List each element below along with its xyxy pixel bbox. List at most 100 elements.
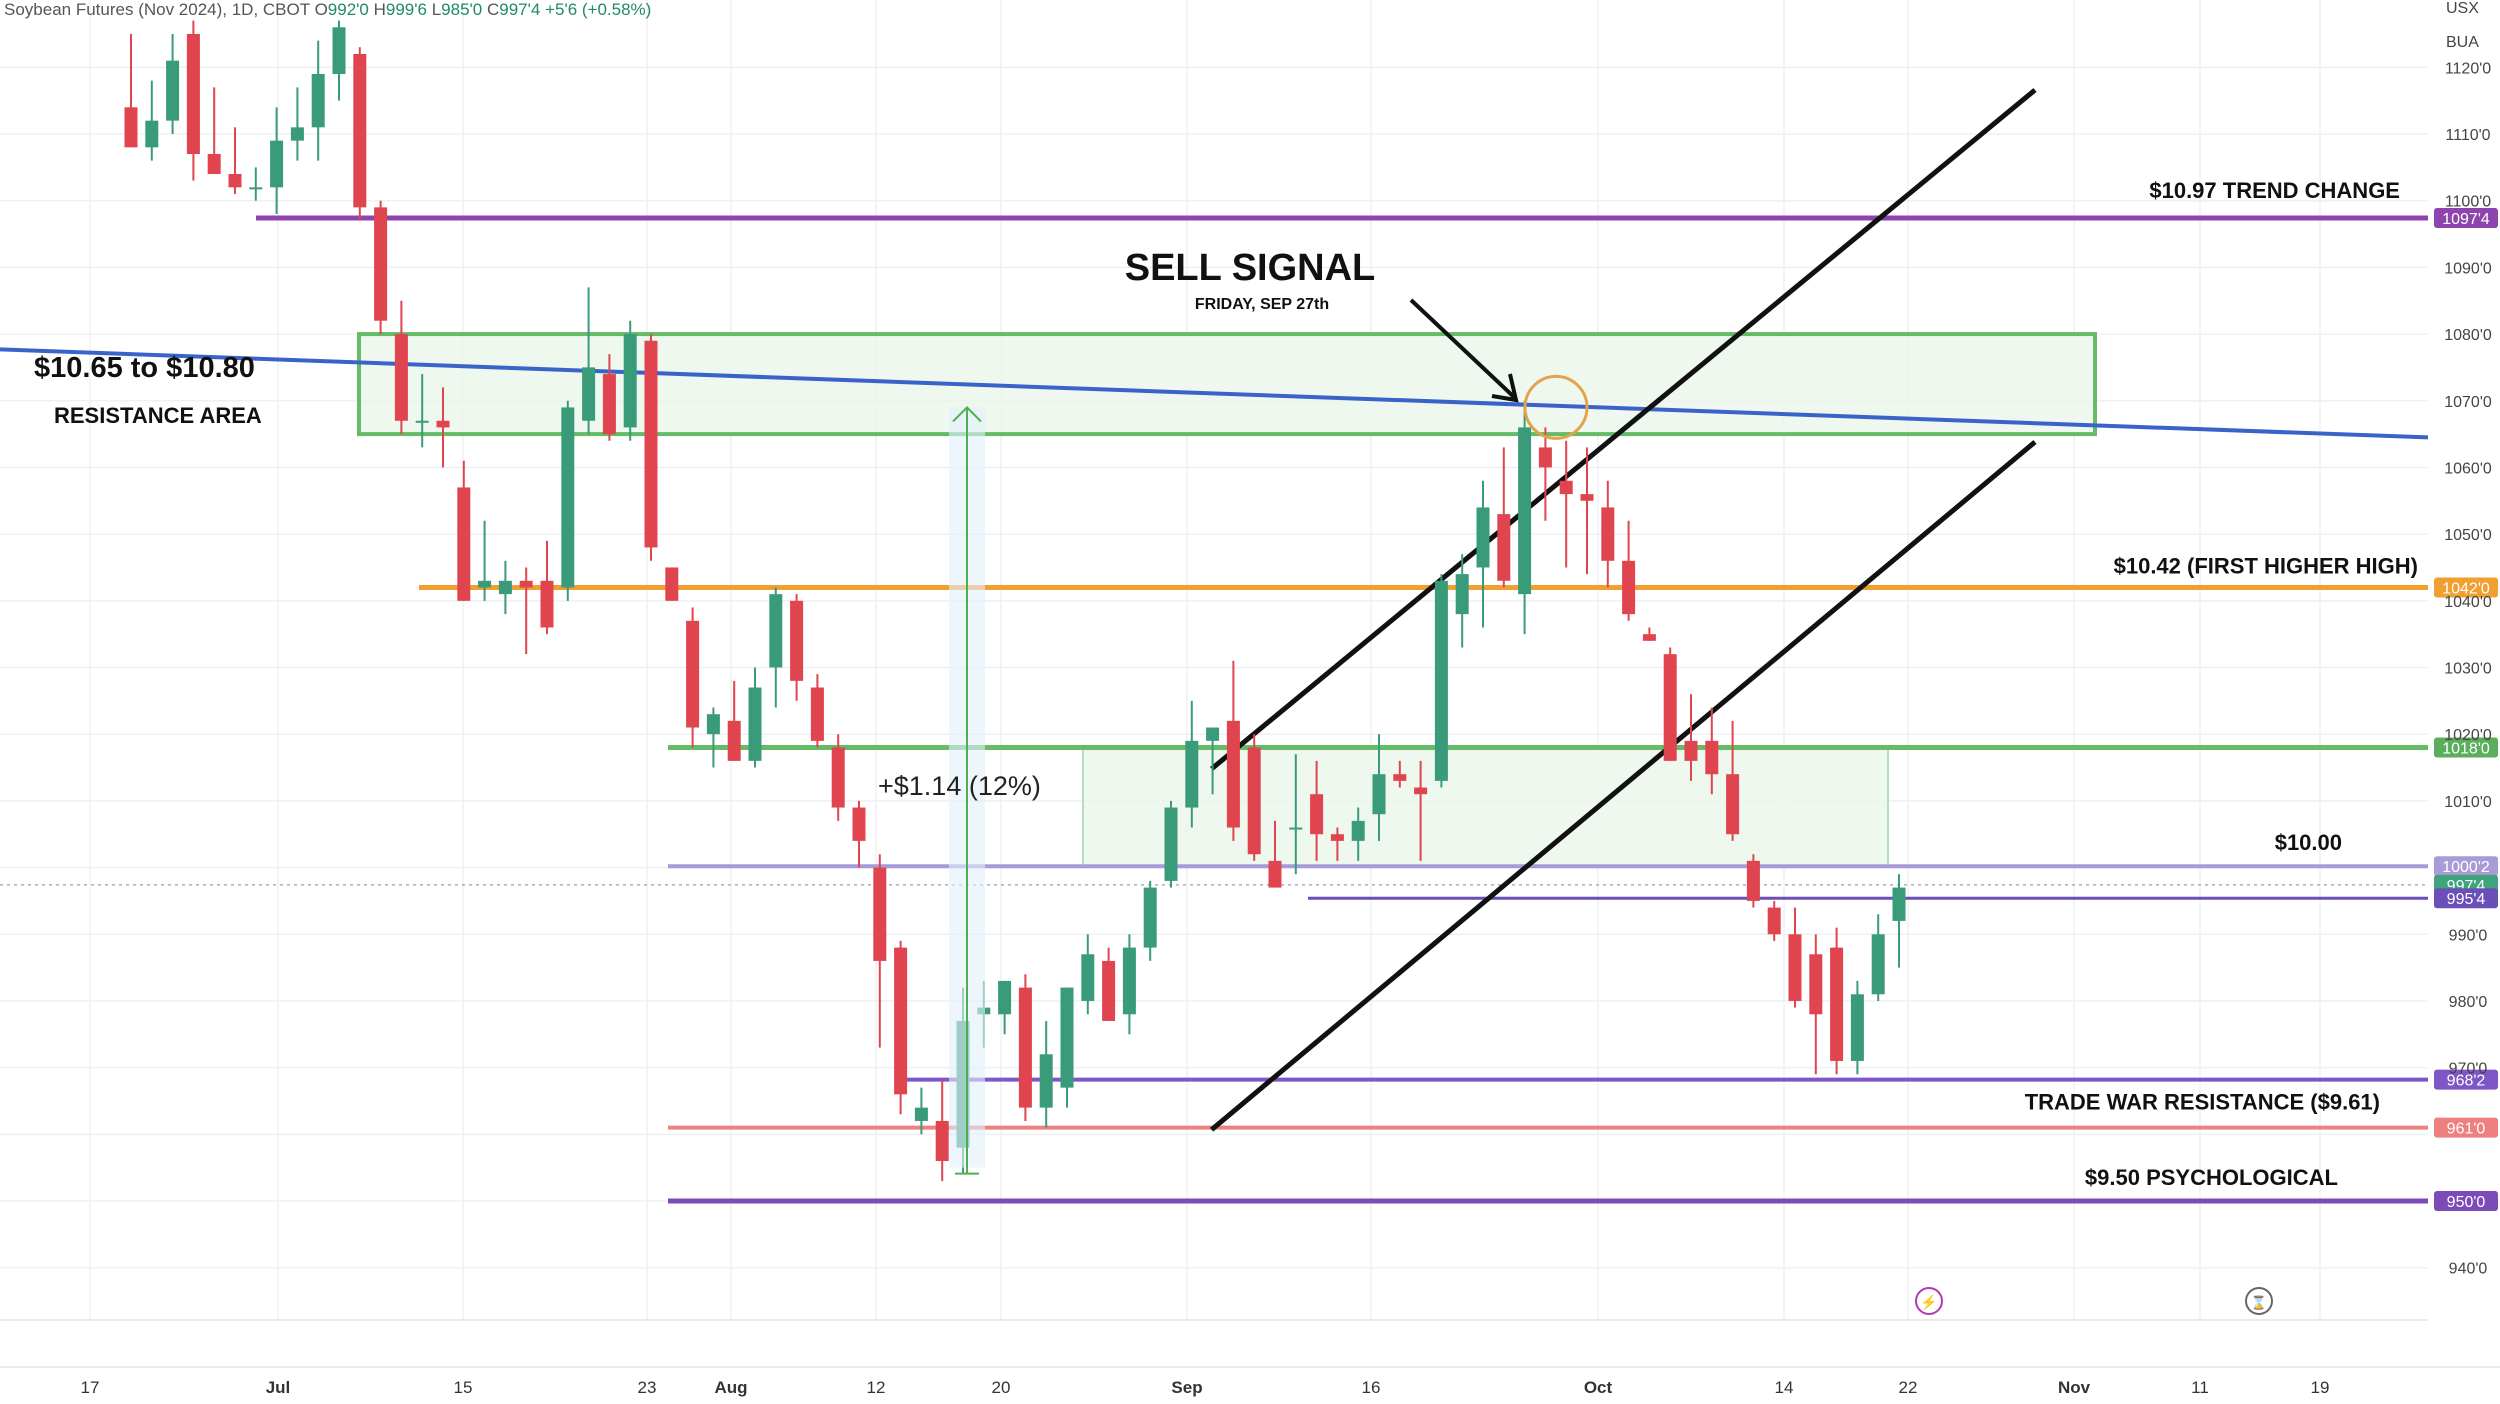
price-tag-label: 950'0	[2447, 1194, 2486, 1211]
candle-body	[249, 187, 262, 189]
price-tick: 1050'0	[2444, 527, 2492, 544]
candle-body	[936, 1121, 949, 1161]
price-tick: 1110'0	[2445, 127, 2490, 144]
candle-body	[1102, 961, 1115, 1021]
open-value: 992'0	[328, 0, 369, 19]
high-label: H	[374, 0, 386, 19]
candle-body	[1165, 808, 1178, 881]
price-tick: 970'0	[2449, 1061, 2488, 1078]
candle-body	[312, 74, 325, 127]
candle-body	[645, 341, 658, 548]
candle-body	[1518, 427, 1531, 594]
time-tick: 17	[81, 1378, 100, 1397]
time-tick: Oct	[1584, 1378, 1613, 1397]
close-value: 997'4	[499, 0, 540, 19]
candle-body	[1289, 828, 1302, 830]
price-tick: 1090'0	[2444, 260, 2492, 277]
time-tick: Aug	[714, 1378, 747, 1397]
candle-body	[749, 688, 762, 761]
candle-body	[1477, 507, 1490, 567]
candle-body	[187, 34, 200, 154]
level-label: TRADE WAR RESISTANCE ($9.61)	[2025, 1090, 2380, 1115]
candle-body	[478, 581, 491, 588]
candle-body	[166, 61, 179, 121]
time-tick: Sep	[1171, 1378, 1202, 1397]
resistance-zone-box	[359, 334, 2095, 434]
price-axis: 1097'41042'01018'01000'2997'4995'4968'29…	[2434, 60, 2498, 1277]
candle-body	[1809, 954, 1822, 1014]
candle-body	[790, 601, 803, 681]
resistance-range-label: $10.65 to $10.80	[34, 352, 255, 384]
price-tick: 1120'0	[2445, 60, 2491, 77]
candle-body	[1539, 447, 1552, 467]
candle-body	[1373, 774, 1386, 814]
candle-body	[353, 54, 366, 207]
candle-body	[1414, 788, 1427, 795]
candle-body	[1705, 741, 1718, 774]
time-tick: 16	[1362, 1378, 1381, 1397]
candle-body	[1144, 888, 1157, 948]
candle-body	[769, 594, 782, 667]
time-tick: Jul	[266, 1378, 291, 1397]
price-tick: 980'0	[2449, 994, 2488, 1011]
currency-label: USX	[2446, 0, 2479, 18]
close-label: C	[487, 0, 499, 19]
price-tick: 1100'0	[2445, 194, 2491, 211]
candle-body	[374, 207, 387, 320]
chart-header: Soybean Futures (Nov 2024), 1D, CBOT O99…	[4, 0, 651, 22]
candle-body	[582, 367, 595, 420]
symbol-title: Soybean Futures (Nov 2024), 1D, CBOT	[4, 0, 310, 19]
candle-body	[728, 721, 741, 761]
price-tag-label: 961'0	[2447, 1121, 2486, 1138]
time-tick: 11	[2191, 1378, 2209, 1397]
measure-label: +$1.14 (12%)	[878, 771, 1041, 801]
open-label: O	[315, 0, 328, 19]
time-tick: 14	[1775, 1378, 1794, 1397]
price-tick: 1020'0	[2444, 727, 2492, 744]
price-tick: 990'0	[2449, 927, 2488, 944]
grid-lines	[0, 0, 2500, 1367]
candle-body	[1352, 821, 1365, 841]
candle-body	[1581, 494, 1594, 501]
candle-body	[541, 581, 554, 628]
unit-label: BUA	[2446, 34, 2479, 52]
candle-body	[1393, 774, 1406, 781]
price-tick: 1010'0	[2444, 794, 2492, 811]
candle-body	[1664, 654, 1677, 761]
low-label: L	[432, 0, 441, 19]
candle-body	[1310, 794, 1323, 834]
candle-body	[1206, 728, 1219, 741]
price-tick: 1040'0	[2444, 594, 2492, 611]
candle-body	[437, 421, 450, 428]
price-tick: 1080'0	[2444, 327, 2492, 344]
candle-body	[1123, 948, 1136, 1015]
level-label: $10.42 (FIRST HIGHER HIGH)	[2114, 553, 2418, 578]
candle-body	[894, 948, 907, 1095]
candle-body	[457, 487, 470, 600]
candle-body	[915, 1108, 928, 1121]
candle-body	[603, 374, 616, 434]
candle-body	[1061, 988, 1074, 1088]
candle-body	[832, 748, 845, 808]
candle-body	[1019, 988, 1032, 1108]
candle-body	[1248, 748, 1261, 855]
candle-body	[1685, 741, 1698, 761]
candle-body	[1747, 861, 1760, 901]
level-label: $10.97 TREND CHANGE	[2149, 178, 2400, 203]
price-tag-label: 995'4	[2447, 891, 2486, 908]
candle-body	[665, 567, 678, 600]
level-label: $9.50 PSYCHOLOGICAL	[2085, 1165, 2338, 1190]
candle-body	[1601, 507, 1614, 560]
candle-body	[1789, 934, 1802, 1001]
candle-body	[1893, 888, 1906, 921]
time-tick: 15	[454, 1378, 473, 1397]
sell-signal-title: SELL SIGNAL	[1125, 247, 1376, 289]
support-zone-box	[1083, 748, 1888, 867]
sell-signal-subtitle: FRIDAY, SEP 27th	[1195, 296, 1329, 313]
candle-body	[998, 981, 1011, 1014]
time-tick: Nov	[2058, 1378, 2091, 1397]
candle-body	[1435, 581, 1448, 781]
time-tick: 20	[992, 1378, 1011, 1397]
candle-body	[499, 581, 512, 594]
